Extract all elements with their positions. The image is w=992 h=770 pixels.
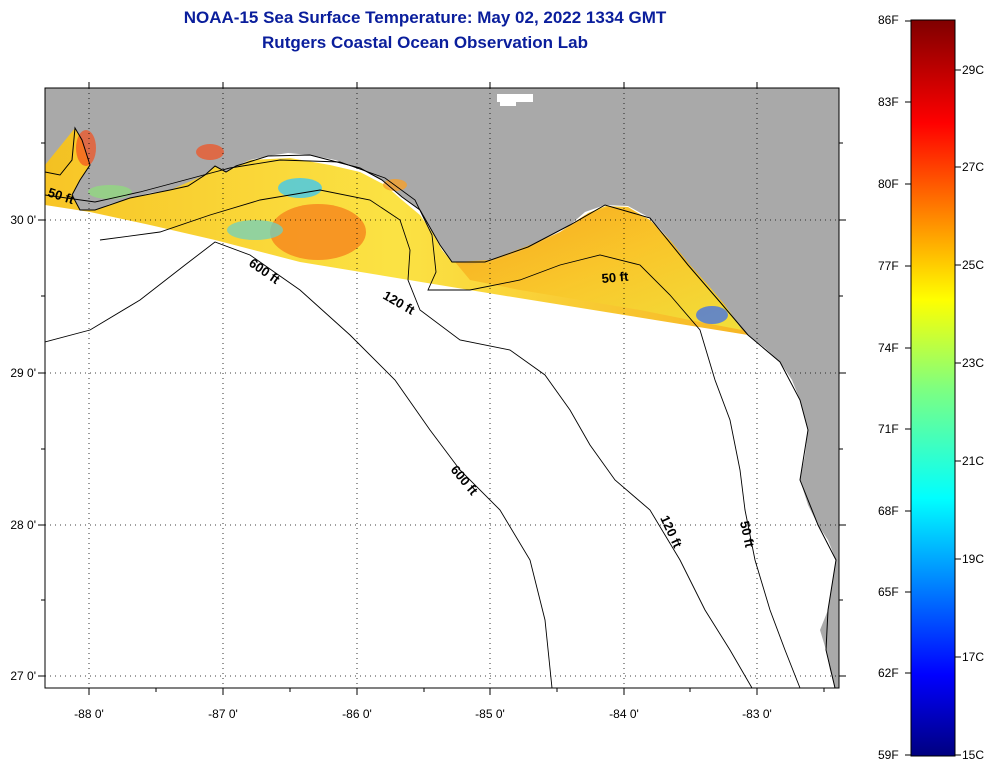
land-mass [45, 88, 839, 688]
lat-label: 28 0' [10, 518, 36, 532]
coastline [45, 126, 837, 688]
lon-label: -84 0' [609, 707, 639, 721]
colorbar-f-label: 83F [878, 95, 899, 109]
cool-patch-east [696, 306, 728, 324]
colorbar-f-label: 65F [878, 585, 899, 599]
contour-label-50ft-east: 50 ft [601, 269, 630, 286]
cool-patch-west [88, 185, 132, 199]
cool-patch-mid [227, 220, 283, 240]
contour-label-50ft-south: 50 ft [737, 520, 757, 550]
colorbar-c-label: 17C [962, 650, 985, 664]
isobath-600ft [45, 241, 553, 688]
colorbar-c-label: 25C [962, 258, 985, 272]
axis-ticks [38, 82, 846, 695]
colorbar-f-label: 80F [878, 177, 899, 191]
colorbar-f-label: 71F [878, 422, 899, 436]
colorbar-f-label: 62F [878, 666, 899, 680]
colorbar-f-label: 68F [878, 504, 899, 518]
isobath-50ft [45, 159, 801, 688]
colorbar-c-label: 15C [962, 748, 985, 762]
colorbar-c-label: 27C [962, 160, 985, 174]
lon-label: -86 0' [342, 707, 372, 721]
lat-label: 30 0' [10, 213, 36, 227]
cool-patch-north [278, 178, 322, 198]
warm-eddy [270, 204, 366, 260]
colorbar-f-label: 74F [878, 341, 899, 355]
colorbar-c-label: 23C [962, 356, 985, 370]
lon-label: -83 0' [742, 707, 772, 721]
lat-label: 29 0' [10, 366, 36, 380]
lon-label: -88 0' [74, 707, 104, 721]
sst-swath-east [455, 207, 742, 330]
colorbar-c-label: 21C [962, 454, 985, 468]
colorbar-f-label: 59F [878, 748, 899, 762]
lat-label: 27 0' [10, 669, 36, 683]
map-frame [44, 87, 840, 689]
map-title: NOAA-15 Sea Surface Temperature: May 02,… [183, 8, 667, 27]
colorbar-c-label: 19C [962, 552, 985, 566]
isobath-120ft [99, 189, 753, 688]
map-subtitle: Rutgers Coastal Ocean Observation Lab [262, 33, 588, 52]
colorbar-ticks [905, 20, 961, 756]
warm-bay-pensacola [196, 144, 224, 160]
colorbar-f-label: 77F [878, 259, 899, 273]
cloud-speck-2 [500, 100, 516, 106]
graticule [45, 88, 839, 688]
colorbar-c-label: 29C [962, 63, 985, 77]
lon-label: -87 0' [208, 707, 238, 721]
colorbar [910, 19, 956, 757]
colorbar-f-label: 86F [878, 13, 899, 27]
lon-label: -85 0' [475, 707, 505, 721]
cloud-speck [497, 94, 533, 102]
